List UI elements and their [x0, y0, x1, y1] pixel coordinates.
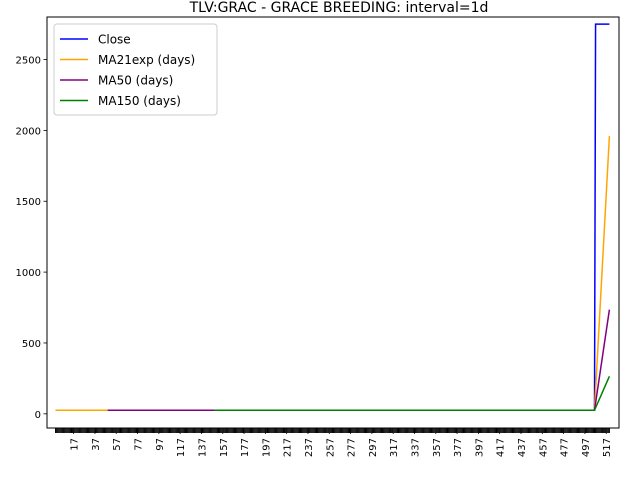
- x-tick-label-18: 377: [453, 438, 464, 457]
- plot-area: [46, 16, 620, 429]
- x-tick-label-20: 417: [496, 438, 507, 457]
- series-line-3: [214, 375, 611, 412]
- y-tick-label-5: 2500: [16, 56, 41, 67]
- x-tick-label-9: 197: [261, 438, 272, 457]
- y-tick-label-0: 0: [35, 410, 41, 421]
- x-tick-label-15: 317: [389, 438, 400, 457]
- x-tick-label-4: 97: [155, 438, 166, 451]
- x-tick-label-1: 37: [91, 438, 102, 451]
- series-layer: [55, 23, 611, 412]
- x-tick-label-10: 217: [283, 438, 294, 457]
- y-tick-label-3: 1500: [16, 197, 41, 208]
- x-tick-label-6: 137: [197, 438, 208, 457]
- legend-label-0: Close: [98, 33, 131, 47]
- x-tick-label-12: 257: [325, 438, 336, 457]
- x-tick-label-23: 477: [560, 438, 571, 457]
- x-tick-label-8: 177: [240, 438, 251, 457]
- legend-label-2: MA50 (days): [98, 74, 173, 88]
- legend: Close MA21exp (days) MA50 (days) MA150 (day…: [53, 23, 218, 116]
- x-tick-label-13: 277: [347, 438, 358, 457]
- y-tick-label-2: 1000: [16, 268, 41, 279]
- legend-label-3: MA150 (days): [98, 94, 181, 108]
- x-tick-label-14: 297: [368, 438, 379, 457]
- y-tick-label-4: 2000: [16, 126, 41, 137]
- x-tick-label-11: 237: [304, 438, 315, 457]
- x-tick-label-16: 337: [410, 438, 421, 457]
- x-axis: 17 37 57 77 97 117 137 157 177 197 217 237 257 277 297…: [55, 428, 613, 457]
- x-tick-label-21: 437: [517, 438, 528, 457]
- x-tick-label-19: 397: [474, 438, 485, 457]
- x-tick-label-7: 157: [219, 438, 230, 457]
- y-tick-label-1: 500: [22, 339, 41, 350]
- x-tick-label-3: 77: [134, 438, 145, 451]
- chart-title: TLV:GRAC - GRACE BREEDING: interval=1d: [189, 0, 489, 16]
- x-tick-label-0: 17: [70, 438, 81, 451]
- x-tick-label-24: 497: [581, 438, 592, 457]
- series-line-2: [107, 309, 611, 412]
- x-tick-label-25: 517: [602, 438, 613, 457]
- legend-label-1: MA21exp (days): [98, 53, 195, 67]
- x-tick-label-2: 57: [112, 438, 123, 451]
- legend-box: [53, 23, 218, 116]
- x-tick-label-17: 357: [432, 438, 443, 457]
- y-axis: 0 500 1000 1500 2000 2500: [16, 56, 47, 421]
- x-tick-label-22: 457: [538, 438, 549, 457]
- x-tick-label-5: 117: [176, 438, 187, 457]
- series-line-1: [55, 136, 611, 412]
